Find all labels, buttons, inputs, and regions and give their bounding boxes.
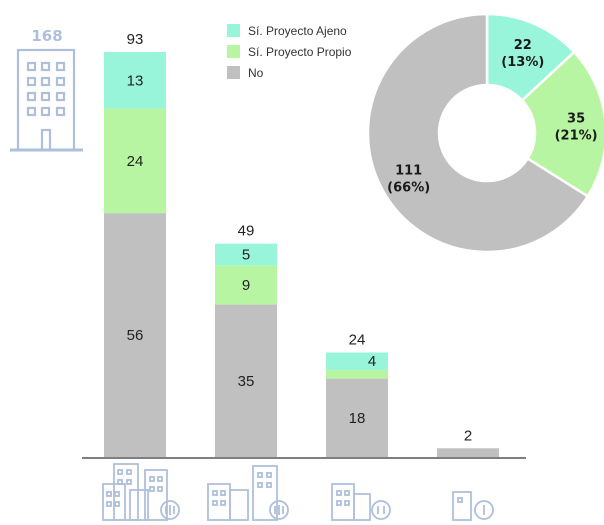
medium-complex-icon (207, 465, 289, 521)
tiny-building-icon (452, 491, 494, 521)
bar-total-label: 93 (127, 31, 144, 48)
bar-segment (326, 378, 388, 457)
legend-swatch (227, 66, 240, 79)
bar-value-label: 13 (127, 72, 144, 89)
bar-segment (326, 352, 388, 370)
bar-value-label: 9 (242, 277, 250, 294)
bar-value-label: 56 (127, 327, 144, 344)
donut-percent-label: (21%) (555, 129, 598, 144)
bar-value-label: 4 (368, 353, 376, 370)
large-complex-icon (102, 463, 180, 521)
bar-value-label: 35 (238, 373, 255, 390)
donut-value-label: 22 (514, 38, 532, 53)
bar-segment (215, 304, 277, 457)
small-complex-icon (331, 483, 391, 521)
bar-segment (215, 265, 277, 305)
bar-value-label: 24 (127, 153, 144, 170)
bar-value-label: 5 (242, 247, 250, 264)
bar-value-label: 18 (349, 410, 366, 427)
building-icon: 168 (10, 27, 83, 152)
bar-segment (104, 52, 166, 109)
bar-segment (437, 448, 499, 457)
donut-percent-label: (66%) (387, 180, 430, 195)
bar-total-label: 49 (238, 223, 255, 240)
bar-total-label: 24 (349, 331, 366, 348)
legend-label: Sí. Proyecto Propio (248, 45, 352, 59)
donut-value-label: 35 (567, 112, 585, 127)
donut-chart: 22 (13%) 35 (21%) 111 (66%) (366, 12, 604, 254)
bar-segment (215, 243, 277, 266)
donut-value-label: 111 (395, 163, 422, 178)
legend-label: No (248, 66, 264, 80)
donut-slice (366, 12, 590, 254)
donut-slice (520, 50, 604, 199)
legend-label: Sí. Proyecto Ajeno (248, 24, 347, 38)
legend: Sí. Proyecto Ajeno Sí. Proyecto Propio No (227, 24, 352, 80)
bar-total-label: 2 (464, 427, 472, 444)
donut-percent-label: (13%) (501, 55, 544, 70)
legend-swatch (227, 24, 240, 37)
building-count: 168 (31, 27, 62, 45)
legend-swatch (227, 45, 240, 58)
bar-segment (326, 369, 388, 379)
bar-segment (104, 213, 166, 457)
bar-segment (104, 108, 166, 214)
